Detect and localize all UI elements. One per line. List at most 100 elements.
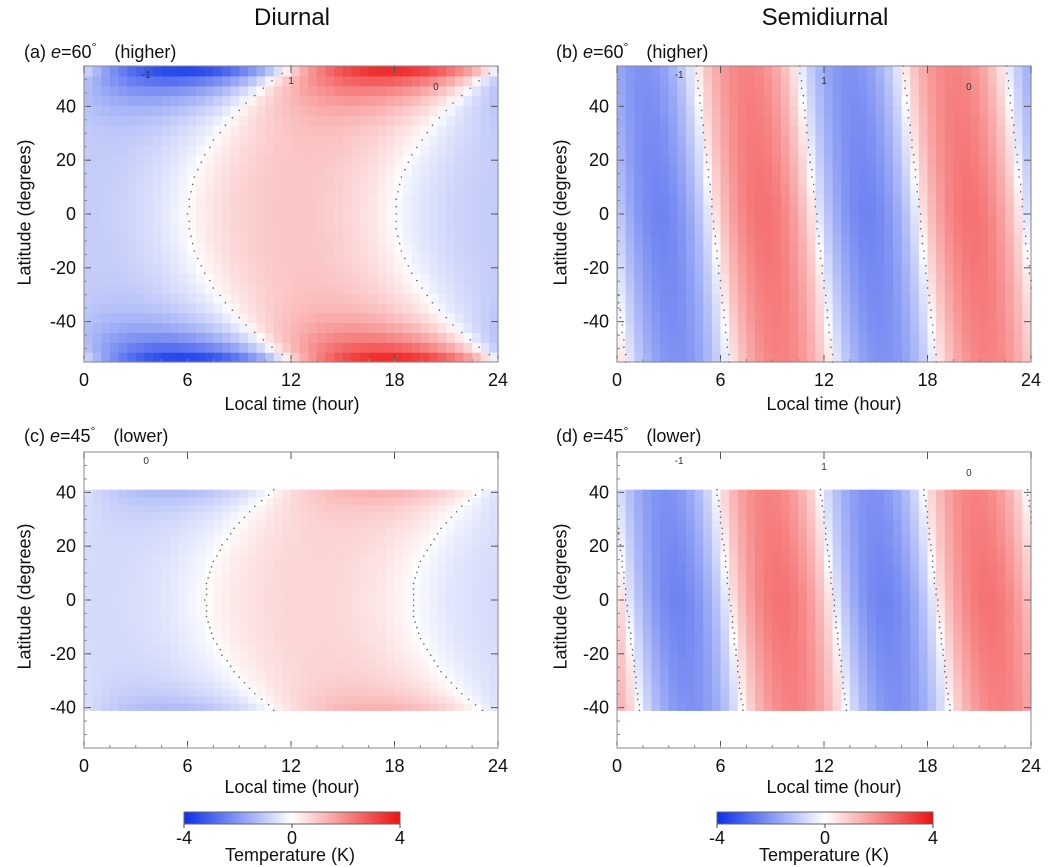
heatmap-cell xyxy=(273,105,283,116)
heatmap-cell xyxy=(135,115,145,126)
heatmap-cell xyxy=(144,263,154,274)
heatmap-cell xyxy=(282,658,292,667)
heatmap-cell xyxy=(239,533,249,542)
heatmap-cell xyxy=(651,223,661,235)
heatmap-cell xyxy=(668,164,678,176)
heatmap-cell xyxy=(437,154,447,166)
heatmap-cell xyxy=(953,352,963,363)
heatmap-cell xyxy=(178,489,189,498)
heatmap-cell xyxy=(351,332,361,343)
heatmap-cell xyxy=(256,504,266,513)
heatmap-cell xyxy=(403,688,413,697)
heatmap-cell xyxy=(308,541,318,550)
heatmap-cell xyxy=(385,164,396,176)
heatmap-cell xyxy=(84,644,94,653)
heatmap-cell xyxy=(910,135,920,146)
heatmap-cell xyxy=(429,511,439,520)
heatmap-cell xyxy=(368,548,378,557)
heatmap-cell xyxy=(351,322,361,333)
heatmap-cell xyxy=(368,511,378,520)
heatmap-cell xyxy=(213,214,223,225)
heatmap-cell xyxy=(299,322,309,333)
heatmap-cell xyxy=(446,511,456,520)
heatmap-cell xyxy=(910,332,920,343)
heatmap-cell xyxy=(230,105,240,116)
heatmap-cell xyxy=(368,342,378,353)
heatmap-cell xyxy=(334,519,344,528)
heatmap-cell xyxy=(789,66,799,77)
heatmap-cell xyxy=(256,125,266,136)
heatmap-cell xyxy=(187,283,197,294)
heatmap-cell xyxy=(282,66,292,77)
heatmap-cell xyxy=(196,600,206,608)
heatmap-cell xyxy=(927,233,937,245)
heatmap-cell xyxy=(472,125,482,136)
heatmap-cell xyxy=(187,548,197,557)
heatmap-cell xyxy=(118,263,128,274)
heatmap-cell xyxy=(772,332,782,343)
heatmap-cell xyxy=(755,105,765,116)
zero-contour-dot xyxy=(1025,242,1027,245)
heatmap-cell xyxy=(962,95,972,107)
heatmap-cell xyxy=(316,144,327,156)
heatmap-cell xyxy=(265,607,275,616)
heatmap-cell xyxy=(170,680,180,689)
zero-contour-dot xyxy=(714,242,717,245)
heatmap-cell xyxy=(394,184,404,195)
heatmap-cell xyxy=(273,622,283,631)
heatmap-cell xyxy=(841,85,851,97)
heatmap-cell xyxy=(101,489,111,498)
heatmap-cell xyxy=(489,66,499,77)
heatmap-cell xyxy=(187,292,197,304)
heatmap-cell xyxy=(256,548,266,557)
heatmap-cell xyxy=(832,302,842,314)
heatmap-cell xyxy=(403,570,413,579)
heatmap-cell xyxy=(849,273,860,284)
heatmap-cell xyxy=(84,548,94,557)
heatmap-cell xyxy=(875,95,885,107)
heatmap-cell xyxy=(970,184,980,195)
heatmap-cell xyxy=(694,302,704,314)
heatmap-cell xyxy=(437,135,447,146)
heatmap-cell xyxy=(127,563,137,572)
heatmap-cell xyxy=(489,194,499,205)
heatmap-cell xyxy=(755,135,765,146)
heatmap-cell xyxy=(625,302,635,314)
heatmap-cell xyxy=(308,563,318,572)
heatmap-cell xyxy=(446,273,456,284)
heatmap-cell xyxy=(84,283,94,294)
heatmap-cell xyxy=(334,144,344,156)
heatmap-cell xyxy=(101,204,111,215)
heatmap-cell xyxy=(360,352,370,363)
heatmap-cell xyxy=(711,164,722,176)
heatmap-cell xyxy=(368,666,378,675)
heatmap-cell xyxy=(711,194,722,205)
heatmap-cell xyxy=(668,214,678,225)
heatmap-cell xyxy=(351,702,361,711)
x-tick-label: 18 xyxy=(384,756,404,776)
heatmap-cell xyxy=(772,302,782,314)
heatmap-cell xyxy=(634,174,644,185)
heatmap-cell xyxy=(222,680,232,689)
zero-contour-dot xyxy=(831,361,834,363)
heatmap-cell xyxy=(385,489,396,498)
zero-contour-dot xyxy=(716,257,718,260)
heatmap-cell xyxy=(651,302,661,314)
heatmap-cell xyxy=(204,352,214,363)
heatmap-cell xyxy=(858,233,868,245)
heatmap-cell xyxy=(849,243,860,255)
heatmap-cell xyxy=(299,622,309,631)
heatmap-cell xyxy=(849,184,860,195)
heatmap-cell xyxy=(127,680,137,689)
heatmap-cell xyxy=(403,154,413,166)
zero-contour-dot xyxy=(452,324,454,326)
heatmap-cell xyxy=(746,223,756,235)
heatmap-cell xyxy=(901,115,911,126)
heatmap-cell xyxy=(222,570,232,579)
zero-contour-dot xyxy=(912,161,915,163)
heatmap-cell xyxy=(153,85,163,97)
heatmap-cell xyxy=(394,526,404,535)
heatmap-cell xyxy=(377,154,387,166)
heatmap-cell xyxy=(962,322,972,333)
heatmap-cell xyxy=(109,263,120,274)
